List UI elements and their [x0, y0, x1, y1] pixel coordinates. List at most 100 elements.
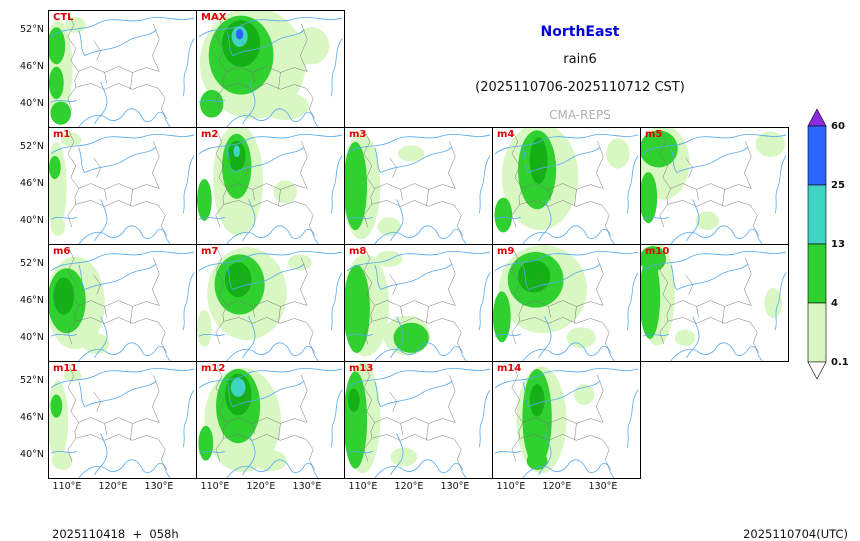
precip-blob [377, 217, 401, 236]
precip-blob [82, 333, 110, 355]
precip-blob [397, 145, 425, 162]
map-panel-ctl: CTL [48, 10, 197, 128]
precip-blob [345, 264, 370, 353]
colorbar-tick-label: 25 [831, 180, 845, 191]
precip-blob [199, 89, 224, 118]
map-panel-m14: m14 [492, 361, 641, 479]
precip-blob [233, 145, 241, 158]
colorbar-segment [807, 184, 827, 245]
precip-blob [53, 277, 75, 315]
x-tick-label: 120°E [394, 481, 424, 492]
map-canvas [49, 13, 195, 127]
map-panel-m13: m13 [344, 361, 493, 479]
map-panel-m12: m12 [196, 361, 345, 479]
precip-shading [345, 362, 418, 474]
panel-label: m14 [497, 363, 522, 374]
precip-blob [50, 101, 72, 125]
precip-blob [50, 394, 63, 418]
y-tick-label: 40°N [20, 449, 44, 460]
precip-blob [517, 260, 551, 293]
precip-blob [51, 451, 73, 470]
colorbar-segment [807, 243, 827, 304]
footer-valid-times: 2025110704(UTC) 2025110712(CST) [743, 497, 848, 541]
precip-blob [393, 322, 429, 353]
region-title: NorthEast [540, 24, 620, 40]
precip-shading [49, 132, 82, 236]
precip-blob [764, 287, 783, 319]
precip-shading [345, 132, 425, 240]
colorbar-over-arrow [807, 108, 827, 127]
map-canvas [49, 364, 195, 478]
precip-blob [494, 197, 513, 233]
colorbar-segment [807, 125, 827, 186]
map-panel-max: MAX [196, 10, 345, 128]
precip-blob [573, 384, 595, 405]
precip-shading [49, 370, 82, 470]
y-tick-label: 46°N [20, 412, 44, 423]
map-panel-m9: m9 [492, 244, 641, 362]
map-canvas [49, 247, 195, 361]
x-tick-label: 110°E [348, 481, 378, 492]
map-canvas [494, 364, 639, 478]
panel-label: m13 [349, 363, 374, 374]
x-tick-label: 130°E [144, 481, 174, 492]
precip-shading [197, 247, 312, 348]
x-tick-label: 120°E [98, 481, 128, 492]
colorbar-tick-label: 4 [831, 298, 838, 309]
panel-label: m7 [201, 246, 219, 257]
precip-blob [526, 451, 548, 470]
x-tick-label: 130°E [588, 481, 618, 492]
model-title: CMA-REPS [549, 108, 611, 122]
map-panel-m3: m3 [344, 127, 493, 245]
y-tick-label: 40°N [20, 98, 44, 109]
precip-shading [641, 128, 786, 231]
precip-blob [235, 28, 244, 40]
precip-blob [347, 388, 360, 412]
colorbar-segment [807, 302, 827, 363]
colorbar: 60 25 13 4 0.1 [798, 106, 854, 398]
panel-label: m12 [201, 363, 226, 374]
map-canvas [494, 128, 639, 244]
panel-label: m5 [645, 129, 663, 140]
panel-label: m11 [53, 363, 78, 374]
y-tick-label: 46°N [20, 295, 44, 306]
x-tick-label: 130°E [440, 481, 470, 492]
map-panel-m1: m1 [48, 127, 197, 245]
precip-blob [529, 384, 545, 417]
y-tick-label: 46°N [20, 178, 44, 189]
y-tick-label: 52°N [20, 258, 44, 269]
precip-blob [606, 138, 630, 169]
panel-label: m10 [645, 246, 670, 257]
colorbar-tick-label: 60 [831, 121, 845, 132]
colorbar-svg: 60 25 13 4 0.1 [807, 108, 849, 380]
y-tick-label: 46°N [20, 61, 44, 72]
precip-blob [49, 27, 66, 65]
precip-blob [345, 141, 368, 231]
map-canvas [198, 364, 343, 478]
precip-blob [49, 66, 64, 100]
panel-label: m6 [53, 246, 71, 257]
map-panel-m10: m10 [640, 244, 789, 362]
map-panel-m11: m11 [48, 361, 197, 479]
precip-blob [49, 141, 67, 231]
colorbar-tick-label: 13 [831, 239, 845, 250]
init-time-line-1: 2025110418 + 058h [52, 527, 179, 541]
precip-blob [641, 246, 666, 272]
map-panel-m5: m5 [640, 127, 789, 245]
map-canvas [345, 362, 491, 478]
valid-time-utc: 2025110704(UTC) [743, 527, 848, 541]
precip-blob [493, 291, 511, 343]
map-panel-m2: m2 [196, 127, 345, 245]
panel-label: m1 [53, 129, 71, 140]
precip-blob [50, 217, 66, 236]
x-tick-label: 120°E [246, 481, 276, 492]
panel-label: CTL [53, 12, 74, 23]
period-title: (2025110706-2025110712 CST) [475, 80, 685, 95]
colorbar-tick-label: 0.1 [831, 357, 849, 368]
precip-blob [293, 27, 330, 65]
y-tick-label: 52°N [20, 375, 44, 386]
map-panel-m6: m6 [48, 244, 197, 362]
precip-shading [197, 128, 297, 236]
precip-blob [288, 254, 312, 271]
map-canvas [49, 130, 195, 244]
